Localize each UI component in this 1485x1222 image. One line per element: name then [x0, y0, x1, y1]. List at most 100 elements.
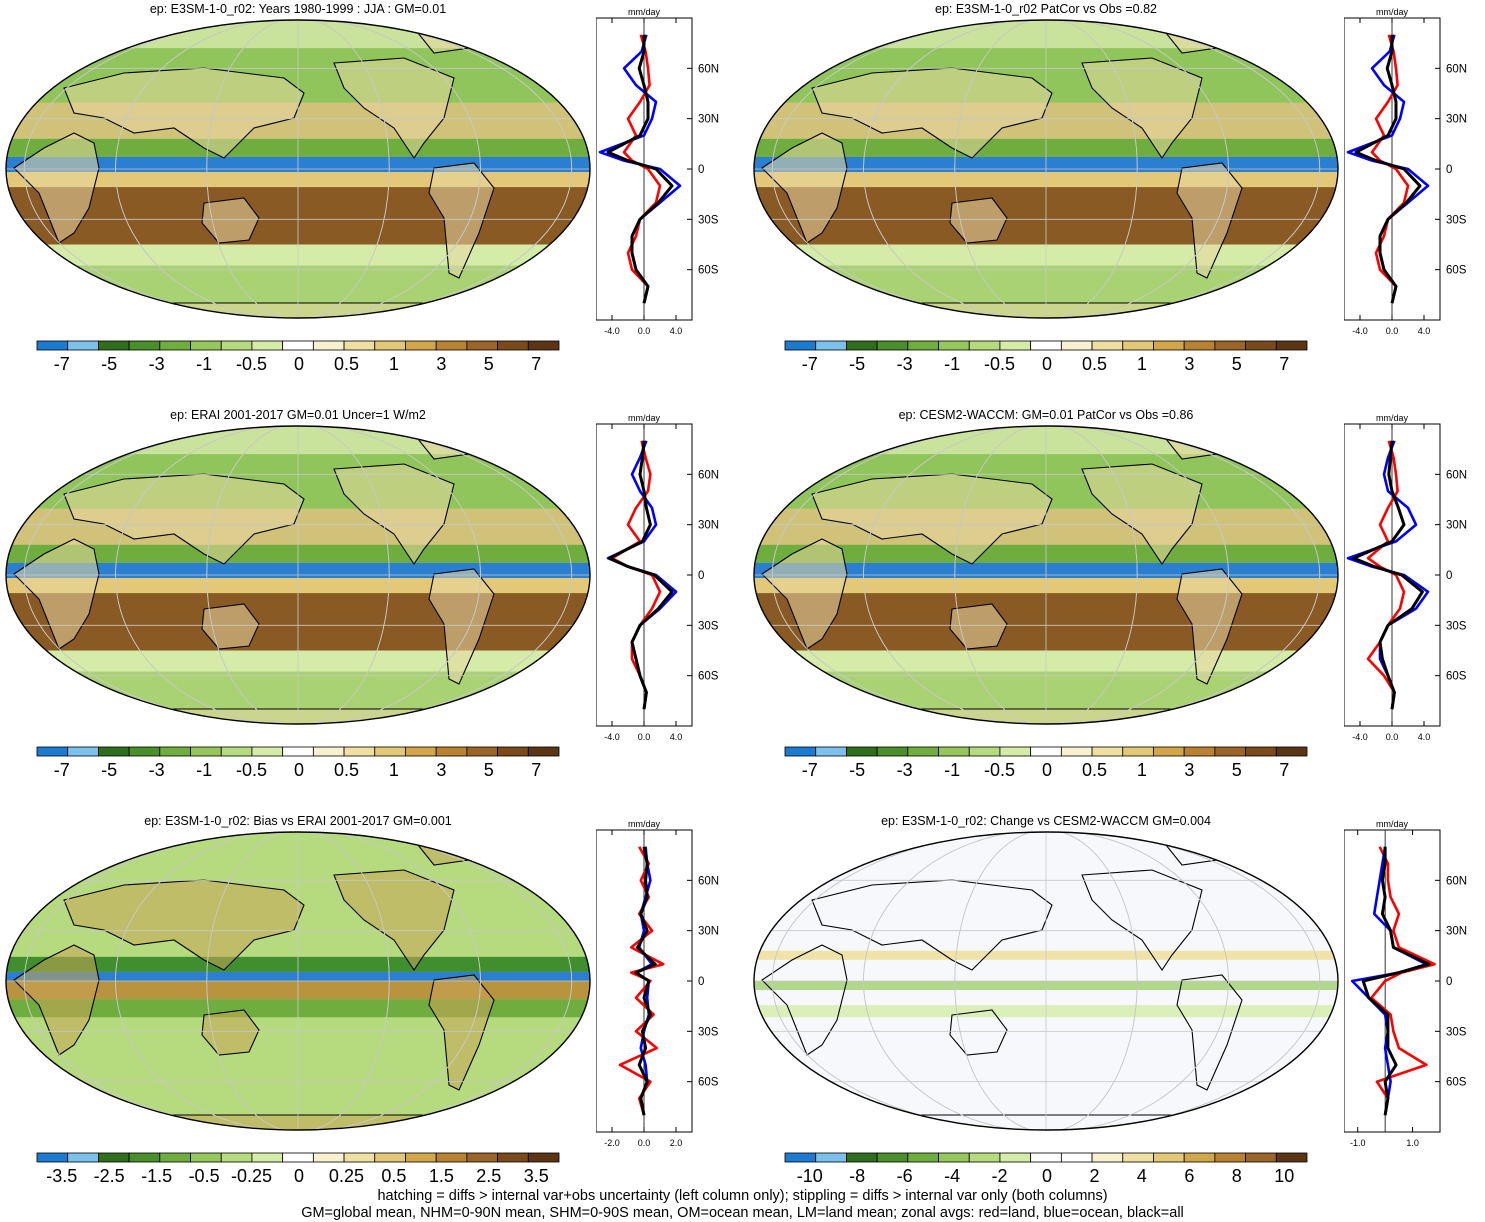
- colorbar-label: 1: [1136, 354, 1147, 374]
- zonal-lat-label: 60N: [698, 469, 719, 481]
- zonal-lat-label: 60S: [1446, 671, 1467, 683]
- colorbar-swatch: [1183, 1152, 1216, 1163]
- colorbar-swatch: [98, 1152, 130, 1163]
- colorbar-label: 3: [436, 760, 447, 780]
- colorbar-label: -8: [849, 1166, 866, 1186]
- zonal-x-tick-label: -4.0: [604, 732, 620, 742]
- colorbar-swatch: [527, 1152, 560, 1163]
- panel-title: ep: ERAI 2001-2017 GM=0.01 Uncer=1 W/m2: [170, 408, 426, 422]
- zonal-lat-label: 30N: [698, 114, 719, 126]
- colorbar-swatch: [846, 1152, 878, 1163]
- colorbar-labels: -7 -5 -3 -1 -0.5 0 0.5 1 3 5 7: [36, 760, 558, 782]
- zonal-unit-label: mm/day: [628, 413, 661, 423]
- africa-outline: [761, 944, 848, 1056]
- colorbar: [36, 340, 560, 351]
- colorbar-swatch: [67, 746, 99, 757]
- colorbar-swatch: [1060, 746, 1093, 757]
- colorbar-label: -7: [53, 760, 70, 780]
- colorbar-swatch: [374, 746, 406, 757]
- zonal-unit-label: mm/day: [628, 819, 661, 829]
- zonal-series-all: [608, 440, 674, 710]
- zonal-lat-label: 30N: [1446, 114, 1467, 126]
- zonal-x-tick-label: 0.0: [1386, 326, 1399, 336]
- zonal-lat-label: 60S: [698, 1077, 719, 1089]
- colorbar-swatch: [282, 746, 314, 757]
- colorbar-label: 1: [388, 354, 399, 374]
- colorbar-swatch: [220, 746, 253, 757]
- zonal-x-tick-label: 2.0: [670, 1138, 683, 1148]
- zonal-x-tick-label: 4.0: [1418, 732, 1431, 742]
- colorbar-label: 10: [1274, 1166, 1295, 1186]
- colorbar-label: 2.5: [476, 1166, 502, 1186]
- colorbar-label: -7: [801, 760, 818, 780]
- zonal-lat-label: 0: [1446, 570, 1452, 582]
- colorbar-swatch: [312, 746, 345, 757]
- zonal-lat-label: 60S: [698, 671, 719, 683]
- colorbar-swatch: [784, 1152, 817, 1163]
- zonal-x-tick-label: 0.0: [1386, 732, 1399, 742]
- colorbar: [784, 1152, 1308, 1163]
- colorbar-swatch: [251, 746, 284, 757]
- colorbar-label: 3: [436, 354, 447, 374]
- colorbar-label: 7: [1279, 760, 1290, 780]
- zonal-x-tick-label: -2.0: [604, 1138, 620, 1148]
- zonal-lat-label: 30N: [1446, 520, 1467, 532]
- colorbar-label: -1: [944, 760, 961, 780]
- colorbar-swatch: [159, 746, 191, 757]
- colorbar-label: -5: [849, 760, 866, 780]
- colorbar-swatch: [36, 746, 69, 757]
- colorbar: [36, 746, 560, 757]
- zonal-series-land: [1370, 846, 1436, 1116]
- colorbar-label: 0: [293, 1166, 305, 1186]
- colorbar-swatch: [405, 1152, 437, 1163]
- colorbar-label: 5: [1231, 354, 1242, 374]
- colorbar-swatch: [1245, 746, 1277, 757]
- colorbar-swatch: [435, 746, 468, 757]
- zonal-x-tick-label: 0.0: [638, 326, 651, 336]
- panel-e3sm-climatology: ep: E3SM-1-0_r02: Years 1980-1999 : JJA …: [0, 0, 740, 400]
- colorbar-labels: -7 -5 -3 -1 -0.5 0 0.5 1 3 5 7: [784, 760, 1306, 782]
- zonal-lat-label: 0: [698, 164, 704, 176]
- colorbar-labels: -10 -8 -6 -4 -2 0 2 4 6 8 10: [784, 1166, 1306, 1188]
- colorbar-swatch: [190, 746, 222, 757]
- colorbar-swatch: [907, 1152, 939, 1163]
- colorbar-label: 0.25: [328, 1166, 364, 1186]
- colorbar-swatch: [784, 340, 817, 351]
- zonal-x-tick-label: -4.0: [604, 326, 620, 336]
- colorbar-label: -3: [896, 760, 913, 780]
- colorbar-swatch: [1030, 1152, 1062, 1163]
- colorbar-swatch: [1245, 340, 1277, 351]
- colorbar-label: -10: [796, 1166, 823, 1186]
- colorbar-swatch: [527, 746, 560, 757]
- colorbar-swatch: [938, 746, 970, 757]
- colorbar-label: -6: [896, 1166, 913, 1186]
- colorbar-label: -3: [148, 760, 165, 780]
- zonal-unit-label: mm/day: [1376, 7, 1409, 17]
- colorbar-label: -1: [196, 760, 213, 780]
- colorbar-swatch: [1214, 340, 1246, 351]
- colorbar-swatch: [312, 340, 345, 351]
- zonal-mean-plot: mm/day -1.0 1.0 60N 30N 0 30S 60S: [1344, 819, 1467, 1148]
- colorbar-label: 0.5: [333, 354, 359, 374]
- colorbar-swatch: [251, 1152, 284, 1163]
- colorbar-label: 0.5: [1081, 760, 1107, 780]
- africa-outline: [761, 132, 848, 244]
- robinson-map: [753, 425, 1339, 725]
- colorbar-swatch: [1214, 746, 1246, 757]
- zonal-series-all: [1361, 846, 1431, 1116]
- colorbar-swatch: [374, 340, 406, 351]
- colorbar-swatch: [1153, 340, 1185, 351]
- africa-outline: [761, 538, 848, 650]
- colorbar-swatch: [1214, 1152, 1246, 1163]
- colorbar-labels: -7 -5 -3 -1 -0.5 0 0.5 1 3 5 7: [36, 354, 558, 376]
- colorbar-swatch: [128, 340, 161, 351]
- zonal-x-tick-label: -1.0: [1350, 1138, 1366, 1148]
- colorbar-swatch: [343, 1152, 376, 1163]
- zonal-x-tick-label: 4.0: [670, 326, 683, 336]
- zonal-lat-label: 30N: [698, 926, 719, 938]
- colorbar-label: -0.5: [984, 760, 1016, 780]
- colorbar-swatch: [466, 746, 498, 757]
- zonal-x-tick-label: 1.0: [1406, 1138, 1419, 1148]
- colorbar-label: -3: [148, 354, 165, 374]
- africa-outline: [13, 538, 100, 650]
